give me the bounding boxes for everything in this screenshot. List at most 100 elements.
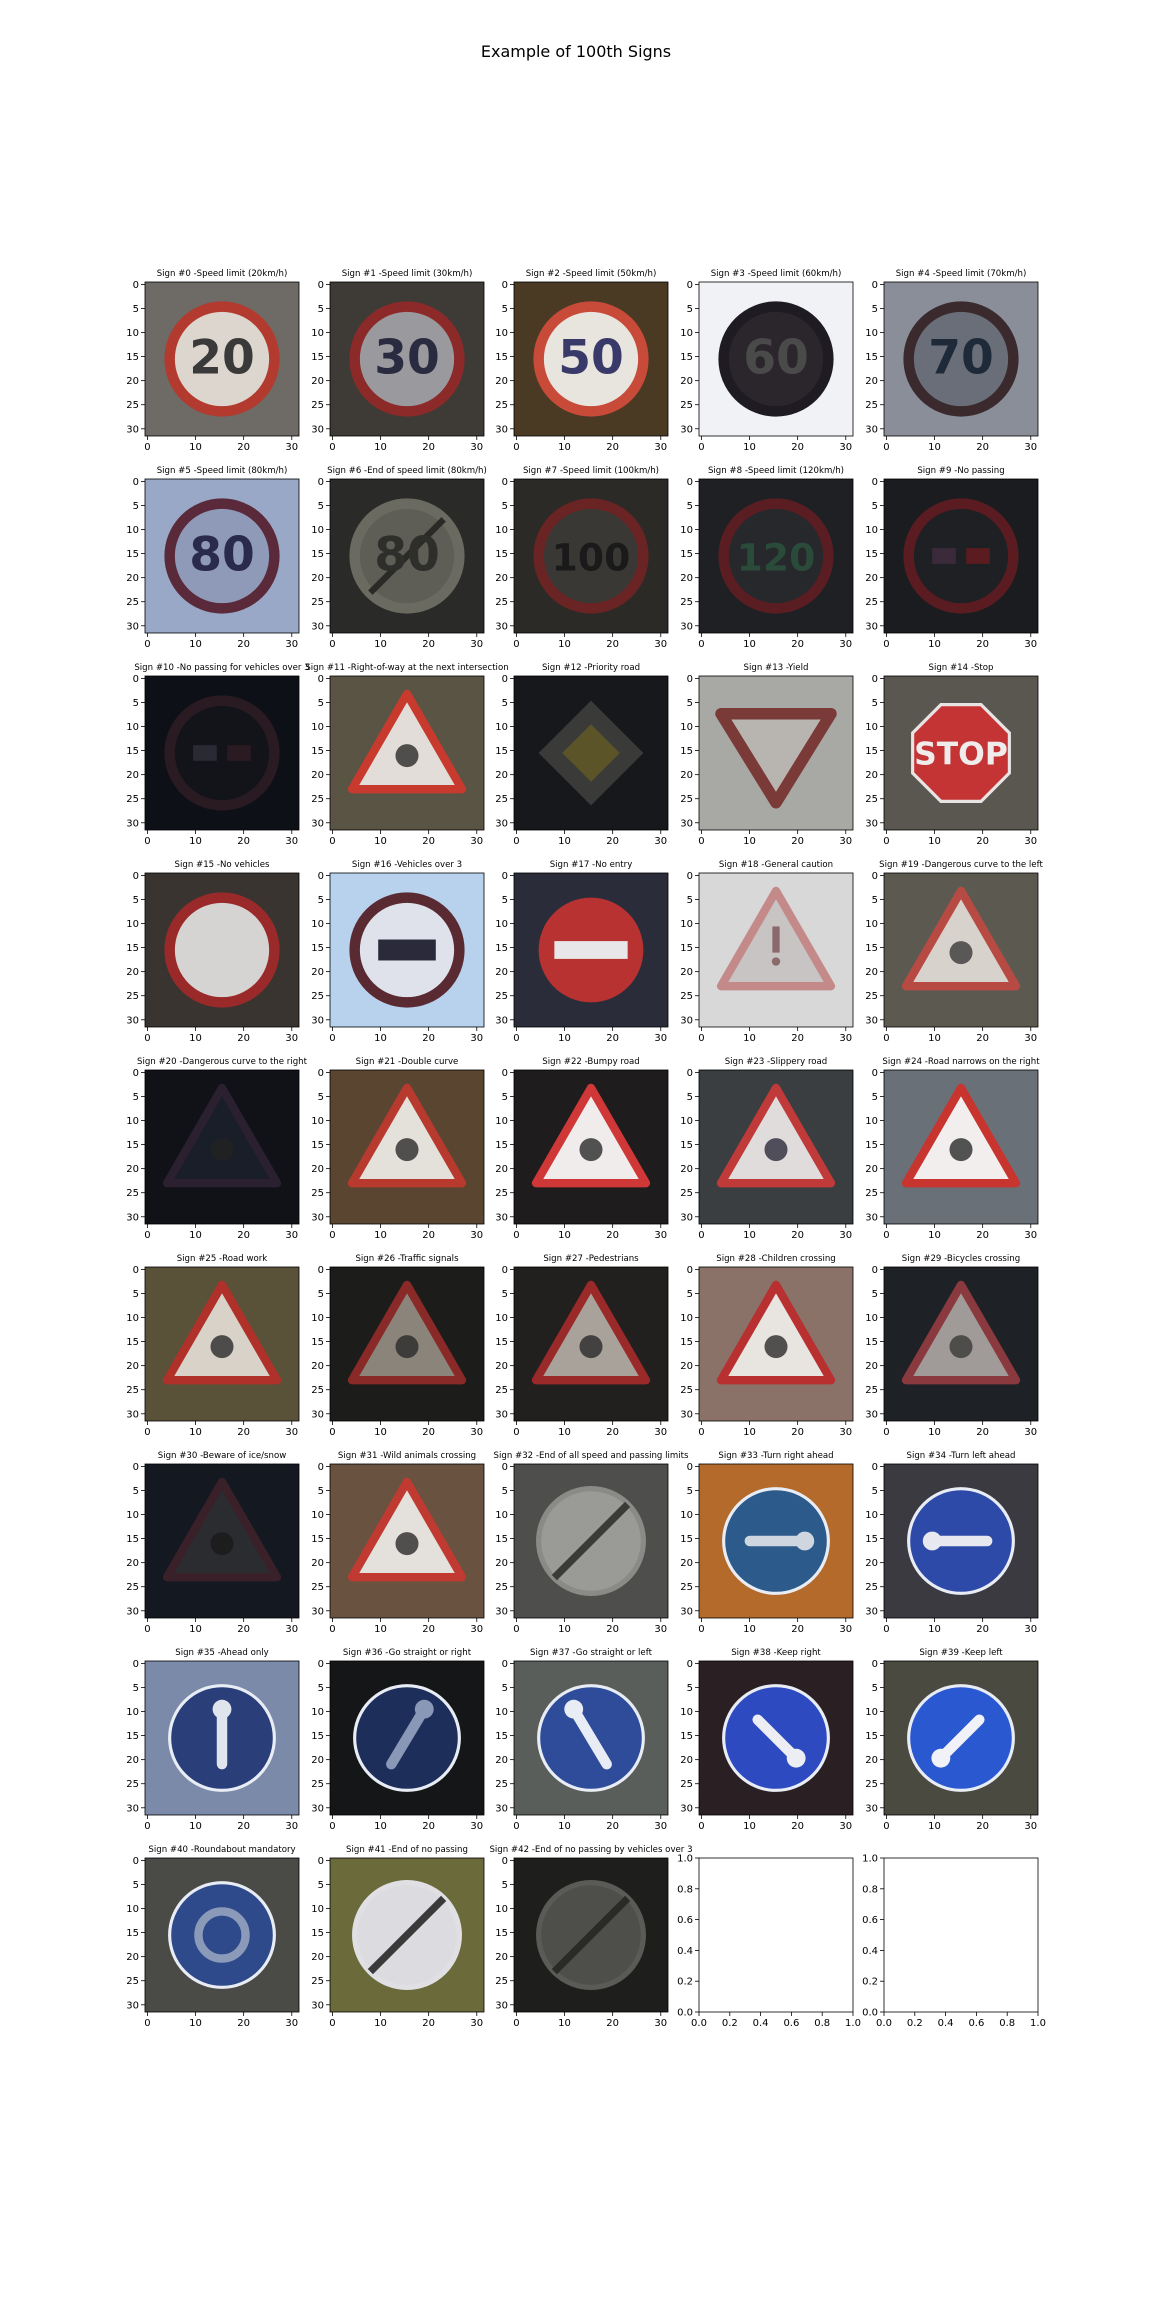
axes-frame <box>144 281 300 437</box>
y-tick-label: 20 <box>680 573 693 584</box>
axes-frame <box>513 872 669 1028</box>
axes-frame <box>144 872 300 1028</box>
sign-slash <box>551 1895 631 1975</box>
subplot-panel: Sign #5 -Speed limit (80km/h) 80 0 10 20 30 0 5… <box>126 466 300 650</box>
sign-triangle <box>347 1280 467 1385</box>
axes-frame <box>144 478 300 634</box>
y-tick-label: 15 <box>865 1731 878 1742</box>
y-tick-label: 30 <box>680 1212 693 1223</box>
subplot-panel: Sign #11 -Right-of-way at the next inter… <box>305 663 508 847</box>
subplot-title: Sign #16 -Vehicles over 3 <box>352 860 462 870</box>
y-tick-label: 10 <box>126 525 139 536</box>
sign-image <box>145 676 299 830</box>
y-tick-label: 10 <box>495 525 508 536</box>
x-tick-label: 30 <box>1024 1033 1037 1044</box>
y-tick-label: 20 <box>126 967 139 978</box>
y-tick-label: 15 <box>311 746 324 757</box>
y-tick-label: 5 <box>133 1486 139 1497</box>
x-tick-label: 20 <box>422 1821 435 1832</box>
x-tick-label: 30 <box>470 442 483 453</box>
subplot-panel: Sign #29 -Bicycles crossing 0 10 20 30 0 5 10 15… <box>865 1254 1039 1438</box>
y-tick-label: 20 <box>680 376 693 387</box>
x-tick-label: 0 <box>329 1230 335 1241</box>
subplot-title: Sign #33 -Turn right ahead <box>718 1451 833 1461</box>
y-tick-label: 15 <box>865 352 878 363</box>
y-tick-label: 20 <box>311 573 324 584</box>
arrow-head <box>922 1531 942 1551</box>
y-tick-label: 10 <box>311 328 324 339</box>
y-tick-label: 15 <box>311 1140 324 1151</box>
sign-image: 80 <box>330 479 484 633</box>
y-tick-label: 20 <box>126 1755 139 1766</box>
y-tick-label: 30 <box>495 818 508 829</box>
x-tick-label: 0 <box>698 1033 704 1044</box>
y-tick-label: 25 <box>311 1385 324 1396</box>
x-tick-label: 30 <box>654 1624 667 1635</box>
axes-frame <box>513 478 669 634</box>
x-tick-label: 0 <box>883 836 889 847</box>
y-tick-label: 0.2 <box>677 1977 693 1988</box>
x-tick-label: 30 <box>1024 1624 1037 1635</box>
x-tick-label: 20 <box>237 1821 250 1832</box>
subplot-panel: Sign #14 -Stop STOP 0 10 20 30 0 5 10 15 20 25 30 <box>865 663 1039 847</box>
y-tick-label: 20 <box>680 1164 693 1175</box>
y-tick-label: 30 <box>126 1212 139 1223</box>
x-tick-label: 30 <box>654 639 667 650</box>
subplot-title: Sign #15 -No vehicles <box>175 860 270 870</box>
y-tick-label: 10 <box>495 1116 508 1127</box>
y-tick-label: 15 <box>865 1337 878 1348</box>
sign-image: 100 <box>514 479 668 633</box>
sign-image <box>330 873 484 1027</box>
y-tick-label: 0 <box>687 871 693 882</box>
x-tick-label: 0.0 <box>691 2018 707 2029</box>
x-tick-label: 20 <box>422 639 435 650</box>
x-tick-label: 30 <box>470 2018 483 2029</box>
y-tick-label: 0 <box>872 1265 878 1276</box>
sign-image: 120 <box>699 479 853 633</box>
y-tick-label: 30 <box>495 2000 508 2011</box>
y-tick-label: 10 <box>680 1510 693 1521</box>
x-tick-label: 0.0 <box>876 2018 892 2029</box>
y-tick-label: 20 <box>495 770 508 781</box>
y-tick-label: 20 <box>311 1164 324 1175</box>
y-tick-label: 20 <box>680 967 693 978</box>
x-tick-label: 10 <box>374 639 387 650</box>
x-tick-label: 0 <box>144 1427 150 1438</box>
x-tick-label: 0.4 <box>938 2018 954 2029</box>
axes-frame <box>698 675 854 831</box>
axes-frame <box>513 1069 669 1225</box>
y-tick-label: 0 <box>318 477 324 488</box>
y-tick-label: 0 <box>133 1856 139 1867</box>
y-tick-label: 25 <box>495 1385 508 1396</box>
y-tick-label: 30 <box>865 621 878 632</box>
subplot-panel: Sign #15 -No vehicles 0 10 20 30 0 5 10 15 20 25 30 <box>126 860 300 1044</box>
sign-image <box>330 1267 484 1421</box>
axes-frame <box>698 1857 854 2013</box>
y-tick-label: 20 <box>311 967 324 978</box>
warning-glyph <box>949 1335 973 1359</box>
x-tick-label: 20 <box>976 1427 989 1438</box>
y-tick-label: 10 <box>680 1707 693 1718</box>
x-tick-label: 0 <box>698 1624 704 1635</box>
y-tick-label: 15 <box>126 1534 139 1545</box>
y-tick-label: 25 <box>680 597 693 608</box>
y-tick-label: 10 <box>126 1904 139 1915</box>
y-tick-label: 15 <box>495 1140 508 1151</box>
x-tick-label: 20 <box>606 1624 619 1635</box>
axes-frame <box>329 872 485 1028</box>
y-tick-label: 10 <box>865 328 878 339</box>
subplot-title: Sign #42 -End of no passing by vehicles … <box>489 1845 692 1855</box>
y-tick-label: 5 <box>318 698 324 709</box>
y-tick-label: 15 <box>495 1337 508 1348</box>
y-tick-label: 5 <box>687 698 693 709</box>
subplot-panel: Sign #8 -Speed limit (120km/h) 120 0 10 20 30… <box>680 466 854 650</box>
arrow-head <box>212 1699 232 1719</box>
x-tick-label: 0 <box>883 639 889 650</box>
sign-triangle <box>716 1280 836 1385</box>
y-tick-label: 5 <box>502 1092 508 1103</box>
x-tick-label: 10 <box>743 836 756 847</box>
x-tick-label: 10 <box>558 836 571 847</box>
y-tick-label: 10 <box>865 1116 878 1127</box>
caution-mark <box>772 926 780 953</box>
